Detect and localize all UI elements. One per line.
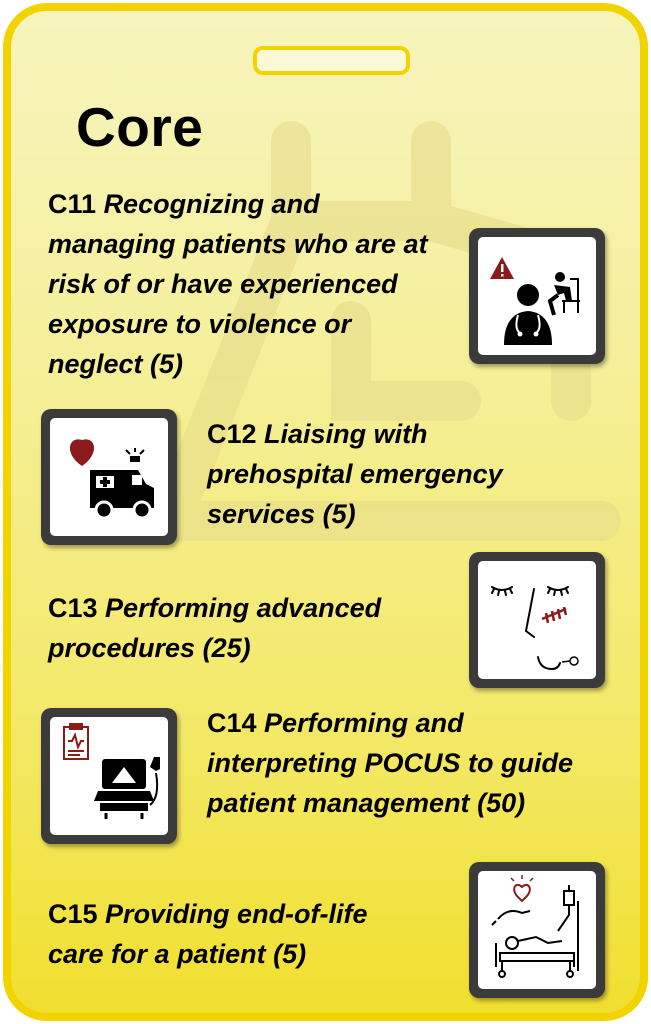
tile-c11: [469, 228, 605, 364]
item-label: Liaising with prehospital emergency serv…: [207, 419, 503, 529]
item-label: Performing and interpreting POCUS to gui…: [207, 708, 574, 818]
item-count: (25): [202, 633, 251, 663]
item-c15: C15 Providing end-of-life care for a pat…: [48, 894, 418, 974]
page-title: Core: [76, 96, 204, 158]
item-label: Recognizing and managing patients who ar…: [48, 189, 428, 379]
item-code: C12: [207, 419, 257, 449]
item-count: (5): [322, 499, 356, 529]
patient-bed-icon: [491, 875, 579, 978]
item-label: Providing end-of-life care for a patient: [48, 899, 368, 969]
item-count: (5): [273, 939, 307, 969]
item-code: C11: [48, 189, 97, 219]
tile-c14: [41, 708, 177, 844]
ultrasound-machine-icon: [63, 723, 160, 819]
item-count: (50): [477, 788, 526, 818]
tile-c15: [469, 862, 605, 998]
item-count: (5): [150, 349, 184, 379]
item-code: C15: [48, 899, 98, 929]
item-c12: C12 Liaising with prehospital emergency …: [207, 414, 547, 534]
item-c11: C11 Recognizing and managing patients wh…: [48, 184, 448, 384]
item-label: Performing advanced procedures: [48, 593, 382, 663]
item-c14: C14 Performing and interpreting POCUS to…: [207, 703, 607, 823]
tile-c13: [469, 552, 605, 688]
tile-c12: [41, 409, 177, 545]
item-c13: C13 Performing advanced procedures (25): [48, 588, 438, 668]
badge-slot: [253, 46, 410, 75]
item-code: C14: [207, 708, 257, 738]
ambulance-heart-icon: [69, 439, 154, 520]
sutured-face-icon: [491, 586, 579, 671]
doctor-alert-icon: [490, 257, 580, 345]
item-code: C13: [48, 593, 98, 623]
